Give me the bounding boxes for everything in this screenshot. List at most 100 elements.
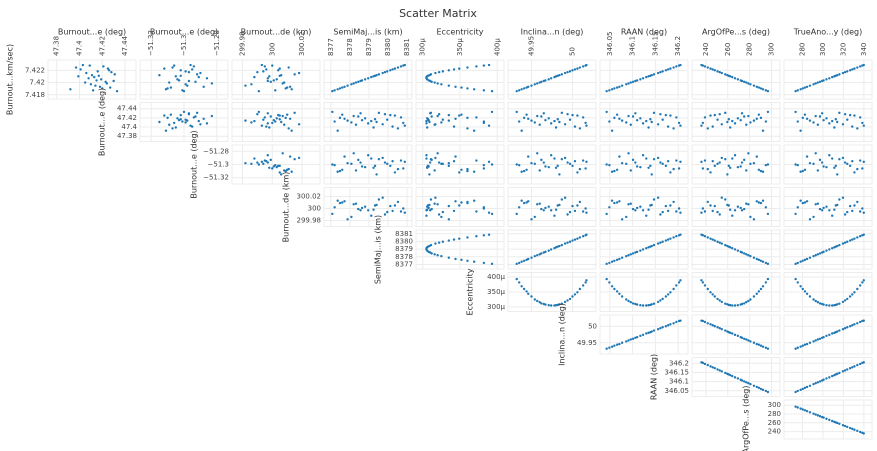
scatter-point [515,163,518,166]
scatter-point [656,300,660,304]
scatter-point [766,277,770,281]
scatter-point [635,250,639,254]
scatter-point [861,281,864,284]
scatter-point [700,279,703,282]
scatter-point [428,112,432,115]
scatter-point [373,74,377,77]
scatter-point [661,297,664,301]
scatter-point [560,198,564,201]
scatter-point [659,299,662,302]
scatter-point [90,74,94,77]
scatter-point [269,115,272,118]
scatter-point [733,122,737,125]
scatter-point [853,237,856,240]
scatter-point [350,215,353,219]
scatter-point [542,79,545,83]
scatter-point [354,81,358,84]
scatter-point [452,68,456,71]
scatter-point [275,117,278,120]
scatter-point [518,206,521,209]
scatter-point [482,121,486,125]
scatter-point [627,299,630,303]
scatter-point [433,169,436,172]
scatter-point [447,239,451,242]
scatter-point [731,119,734,123]
scatter-point [669,204,672,207]
scatter-point [851,160,854,163]
scatter-point [102,65,105,68]
scatter-point [373,204,377,207]
scatter-point [613,201,616,205]
scatter-point [834,164,837,168]
scatter-point [853,114,856,117]
scatter-point [733,154,737,157]
scatter-point [709,204,712,207]
scatter-point [542,302,545,306]
scatter-point [437,161,441,164]
scatter-point [359,79,362,83]
scatter-point [341,168,344,171]
scatter-point [278,171,281,174]
scatter-point [434,156,437,160]
scatter-point [731,246,734,250]
scatter-point [244,119,247,122]
scatter-point [794,110,797,114]
scatter-point [613,259,616,262]
scatter-point [739,165,742,168]
scatter-point [386,162,389,166]
scatter-point [441,118,445,121]
y-tick-label: 400μ [487,273,505,281]
scatter-point [635,206,639,210]
scatter-point [278,74,281,77]
scatter-point [372,126,375,129]
scatter-point [363,117,367,120]
scatter-point [536,82,539,85]
scatter-point [549,304,553,307]
scatter-point [174,75,177,78]
x-tick-label: 299.98 [238,32,246,57]
scatter-point [794,405,797,408]
scatter-point [761,285,765,288]
scatter-point [846,368,849,371]
scatter-point [701,319,705,323]
scatter-point [527,292,530,295]
scatter-point [799,407,802,410]
scatter-point [441,240,445,243]
scatter-point [856,363,859,367]
scatter-point [764,261,768,265]
scatter-point [536,203,539,206]
scatter-point [605,110,608,114]
scatter-point [620,341,624,344]
scatter-point [796,281,799,284]
scatter-point [402,207,405,210]
scatter-point [820,161,824,164]
scatter-point [834,421,837,424]
scatter-point [253,157,256,160]
scatter-point [664,113,668,117]
scatter-point [647,304,650,307]
scatter-point [268,166,271,169]
scatter-point [610,260,614,263]
scatter-point [716,162,719,166]
scatter-point [625,254,628,258]
scatter-point [716,70,719,73]
scatter-point [739,118,742,122]
scatter-point [285,113,289,116]
scatter-point [731,332,734,335]
scatter-point [796,261,799,265]
scatter-point [581,159,585,162]
scatter-point [522,201,526,205]
scatter-point [576,67,579,70]
scatter-point [724,302,727,305]
scatter-point [745,301,748,304]
scatter-point [460,86,463,89]
scatter-point [256,161,259,164]
scatter-point [271,167,274,170]
scatter-point [466,259,469,262]
scatter-point [794,347,797,350]
scatter-point [677,121,681,125]
scatter-point [747,254,750,257]
scatter-point [803,168,807,171]
scatter-point [182,89,186,93]
scatter-point [803,386,807,390]
